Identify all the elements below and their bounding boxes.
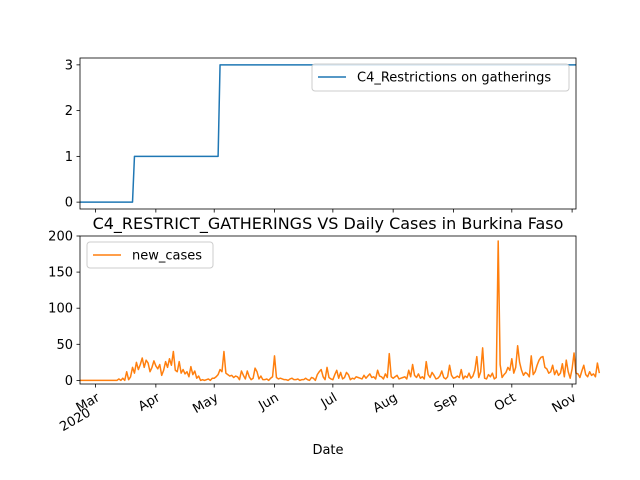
- bottom-legend-box: [86, 241, 214, 269]
- top-legend-label: C4_Restrictions on gatherings: [357, 71, 551, 86]
- bottom-y-tick-label: 100: [48, 302, 73, 317]
- bottom-legend: new_cases: [86, 241, 214, 269]
- bottom-axes-frame: [79, 235, 577, 385]
- chart-title: C4_RESTRICT_GATHERINGS VS Daily Cases in…: [93, 214, 564, 234]
- x-axis-label: Date: [312, 443, 343, 458]
- bottom-y-tick-label: 200: [48, 230, 73, 245]
- bottom-y-tick-label: 150: [48, 266, 73, 281]
- top-y-tick-label: 1: [65, 150, 73, 165]
- top-chart: 0 1 2 3 C4_Restrictions on gatherings: [65, 57, 577, 213]
- top-legend: C4_Restrictions on gatherings: [311, 63, 570, 92]
- top-y-ticks: 0 1 2 3: [65, 58, 80, 211]
- top-y-tick-label: 2: [65, 104, 73, 119]
- bottom-chart: C4_RESTRICT_GATHERINGS VS Daily Cases in…: [48, 214, 601, 458]
- restrictions-line: [80, 64, 576, 203]
- top-legend-box: [311, 63, 570, 92]
- bottom-y-tick-label: 50: [56, 338, 73, 353]
- bottom-y-tick-label: 0: [65, 374, 73, 389]
- top-axes-frame: [79, 57, 577, 210]
- top-plot-area: [80, 64, 576, 203]
- top-x-ticks: [95, 209, 573, 213]
- x-tick-label: Jul: [318, 390, 340, 411]
- new-cases-line: [80, 240, 601, 382]
- top-y-tick-label: 0: [65, 196, 73, 211]
- bottom-y-ticks: 0 50 100 150 200: [48, 230, 80, 389]
- top-y-tick-label: 3: [65, 58, 73, 73]
- bottom-plot-area: [80, 240, 601, 382]
- bottom-legend-label: new_cases: [132, 249, 202, 264]
